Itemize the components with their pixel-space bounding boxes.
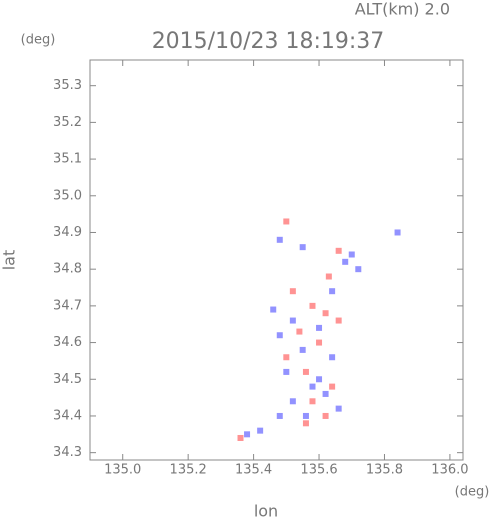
y-tick-label: 34.3: [53, 445, 82, 460]
data-cell: [309, 398, 316, 405]
y-tick-label: 35.0: [53, 188, 82, 203]
data-cell: [276, 412, 283, 419]
plot-frame: [89, 59, 464, 461]
data-cell: [299, 346, 306, 353]
x-unit: (deg): [455, 485, 490, 500]
data-cell: [309, 383, 316, 390]
data-cell: [283, 218, 290, 225]
data-cell: [276, 236, 283, 243]
data-cell: [329, 354, 336, 361]
data-cell: [335, 247, 342, 254]
data-cell: [322, 310, 329, 317]
data-cell: [316, 339, 323, 346]
data-cell: [257, 427, 264, 434]
y-tick-label: 34.4: [53, 408, 82, 423]
y-tick-label: 34.7: [53, 298, 82, 313]
data-cell: [302, 368, 309, 375]
data-cell: [299, 244, 306, 251]
data-cell: [325, 273, 332, 280]
data-cell: [316, 324, 323, 331]
y-tick-label: 34.9: [53, 225, 82, 240]
data-cell: [335, 317, 342, 324]
data-cell: [335, 405, 342, 412]
data-cell: [276, 332, 283, 339]
data-cell: [316, 376, 323, 383]
data-cell: [322, 390, 329, 397]
y-tick-label: 34.5: [53, 372, 82, 387]
x-tick-label: 135.0: [104, 463, 141, 478]
data-cell: [244, 431, 251, 438]
chart-title: 2015/10/23 18:19:37: [152, 29, 385, 54]
data-cell: [289, 398, 296, 405]
data-cell: [329, 288, 336, 295]
x-tick-label: 135.2: [170, 463, 207, 478]
x-tick-label: 135.6: [300, 463, 337, 478]
data-cell: [394, 229, 401, 236]
y-tick-label: 35.3: [53, 78, 82, 93]
y-tick-label: 34.8: [53, 262, 82, 277]
data-cell: [302, 412, 309, 419]
data-cell: [309, 302, 316, 309]
data-cell: [283, 354, 290, 361]
data-cell: [289, 317, 296, 324]
data-cell: [237, 434, 244, 441]
y-tick-label: 35.1: [53, 152, 82, 167]
chart-subtitle: ALT(km) 2.0: [355, 0, 450, 19]
data-cell: [302, 420, 309, 427]
data-cell: [289, 288, 296, 295]
x-tick-label: 135.8: [366, 463, 403, 478]
y-tick-label: 35.2: [53, 115, 82, 130]
data-cell: [296, 328, 303, 335]
data-cell: [283, 368, 290, 375]
data-cell: [355, 266, 362, 273]
data-cell: [342, 258, 349, 265]
x-tick-label: 135.4: [235, 463, 272, 478]
data-cell: [322, 412, 329, 419]
y-unit: (deg): [21, 33, 56, 48]
x-axis-label: lon: [254, 502, 278, 521]
data-cell: [348, 251, 355, 258]
data-cell: [270, 306, 277, 313]
y-axis-label: lat: [0, 250, 19, 271]
data-cell: [329, 383, 336, 390]
y-tick-label: 34.6: [53, 335, 82, 350]
x-tick-label: 136.0: [431, 463, 468, 478]
